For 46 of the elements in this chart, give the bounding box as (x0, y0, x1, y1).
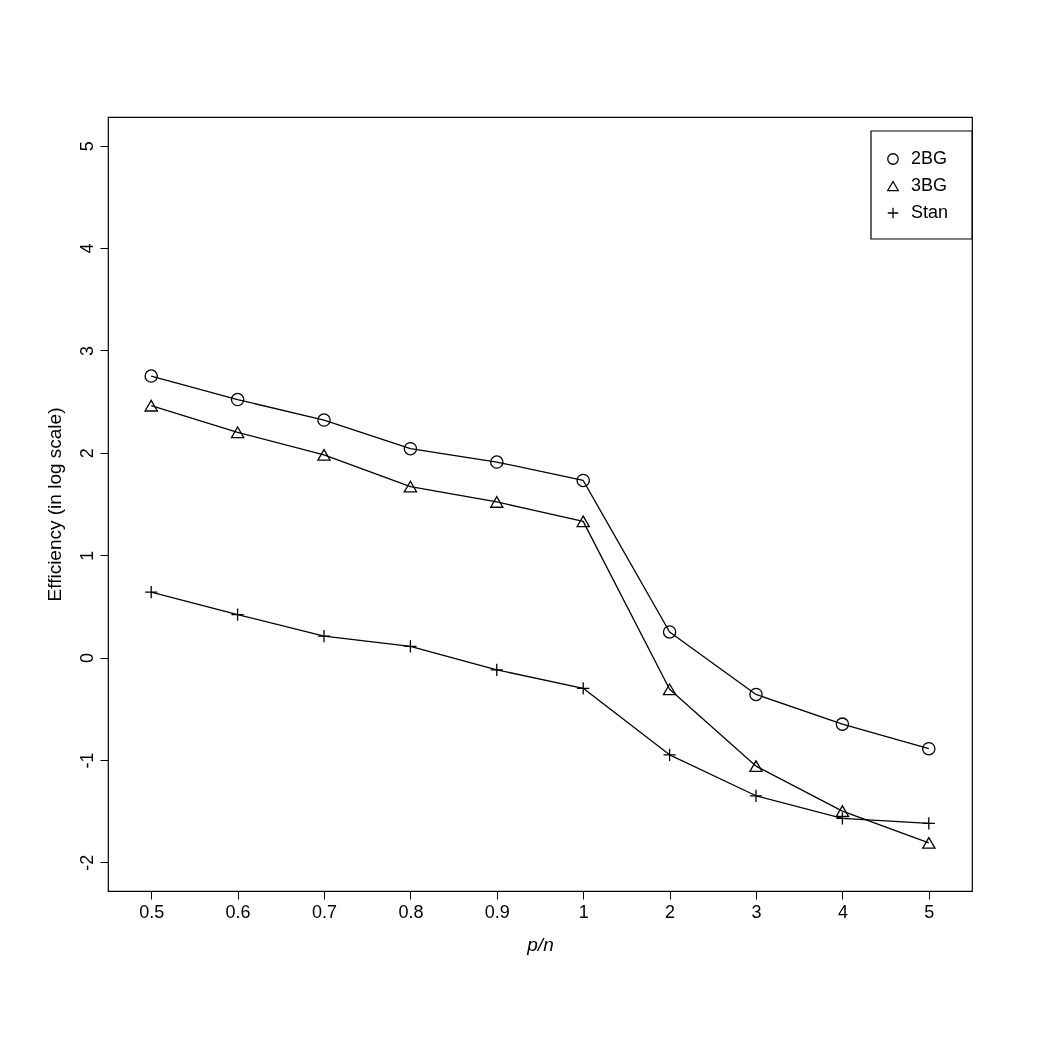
point (144, 369, 158, 383)
x-axis-title: p/n (526, 933, 554, 955)
y-tick-label: 4 (76, 243, 97, 254)
x-tick-label: 0.9 (484, 901, 510, 922)
point (835, 717, 850, 731)
point (490, 455, 504, 469)
y-tick-label: -1 (76, 752, 97, 769)
point (403, 639, 418, 654)
y-tick-label: 5 (76, 141, 97, 152)
x-tick-label: 0.8 (398, 901, 424, 922)
point (230, 392, 245, 407)
y-tick-label: -2 (76, 854, 97, 871)
point (403, 480, 418, 493)
point (230, 607, 245, 622)
point (576, 515, 590, 528)
point (835, 805, 850, 818)
x-tick-label: 0.6 (225, 901, 251, 922)
point (490, 496, 504, 508)
x-tick-label: 0.5 (139, 901, 165, 922)
legend-label: 2BG (911, 148, 948, 168)
y-axis-title: Efficiency (in log scale) (43, 407, 65, 602)
point (922, 836, 936, 849)
x-tick-label: 1 (578, 901, 589, 922)
point (662, 748, 677, 762)
point (144, 399, 158, 412)
y-tick-label: 1 (76, 550, 97, 561)
point (749, 760, 763, 773)
point (749, 687, 763, 702)
y-tick-label: 3 (76, 345, 97, 356)
point (403, 441, 418, 456)
x-tick-label: 3 (751, 901, 762, 922)
legend-label: 3BG (911, 175, 948, 195)
y-tick-label: 2 (76, 448, 97, 459)
y-tick-label: 0 (76, 653, 97, 664)
legend-label: Stan (911, 202, 949, 222)
point (662, 625, 677, 639)
x-tick-label: 0.7 (311, 901, 338, 922)
point (576, 473, 590, 488)
point (317, 448, 331, 461)
x-tick-label: 5 (924, 901, 935, 922)
point (317, 413, 331, 427)
x-tick-label: 2 (665, 901, 676, 922)
x-tick-label: 4 (837, 901, 848, 922)
point (922, 741, 936, 756)
point (230, 426, 245, 439)
point (662, 683, 677, 696)
